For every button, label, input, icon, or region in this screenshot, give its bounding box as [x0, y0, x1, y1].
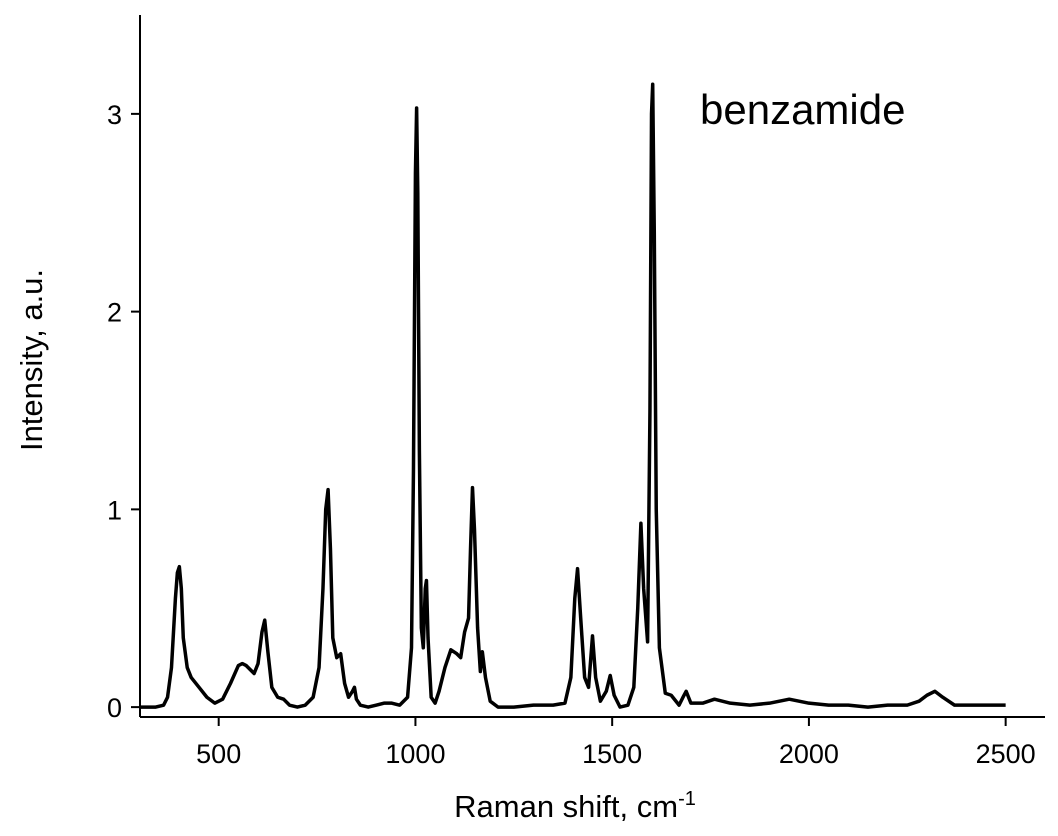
spectrum-line [140, 82, 1006, 709]
y-tick-label: 2 [107, 298, 122, 328]
annotation: benzamide [700, 86, 905, 133]
x-axis-title-text: Raman shift, cm [454, 789, 678, 824]
y-tick-label: 0 [107, 693, 122, 723]
x-axis-title-superscript: -1 [678, 788, 696, 810]
x-tick-label: 1000 [385, 739, 445, 769]
y-tick-label: 3 [107, 100, 122, 130]
x-axis-title: Raman shift, cm-1 [454, 788, 696, 824]
y-axis-title: Intensity, a.u. [14, 269, 49, 451]
y-tick-label: 1 [107, 495, 122, 525]
x-tick-label: 2500 [976, 739, 1036, 769]
x-tick-label: 2000 [779, 739, 839, 769]
x-tick-label: 1500 [582, 739, 642, 769]
x-tick-label: 500 [196, 739, 241, 769]
